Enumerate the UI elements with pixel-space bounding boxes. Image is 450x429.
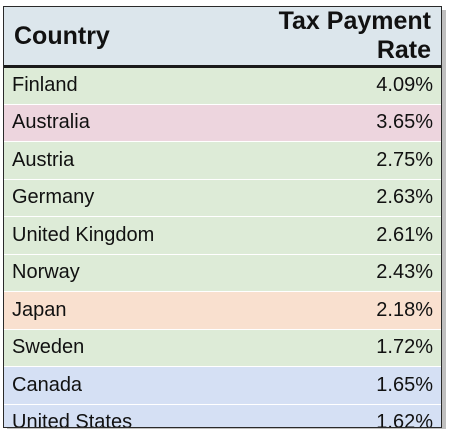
table-row: United Kingdom 2.61% <box>4 216 441 255</box>
country-cell: Austria <box>4 141 232 180</box>
country-cell: Germany <box>4 179 232 217</box>
table-row: Austria 2.75% <box>4 141 441 180</box>
country-column-header: Country <box>4 7 232 68</box>
country-cell: Canada <box>4 366 232 405</box>
country-cell: Australia <box>4 104 232 142</box>
header-row: Country Tax Payment Rate <box>4 7 441 68</box>
country-cell: Norway <box>4 254 232 292</box>
tax-rate-table: Country Tax Payment Rate Finland 4.09% Aus… <box>4 7 441 427</box>
table-row: Sweden 1.72% <box>4 329 441 367</box>
rate-table-frame: Country Tax Payment Rate Finland 4.09% Aus… <box>3 6 442 428</box>
table-row: Canada 1.65% <box>4 366 441 405</box>
rate-cell: 1.62% <box>231 404 441 427</box>
country-cell: Japan <box>4 291 232 330</box>
country-cell: Finland <box>4 66 232 105</box>
rate-cell: 3.65% <box>231 104 441 142</box>
table-row: Japan 2.18% <box>4 291 441 330</box>
table-row: Germany 2.63% <box>4 179 441 217</box>
table-body: Finland 4.09% Australia 3.65% Austria 2.75% Ge… <box>4 66 441 427</box>
table-row: Australia 3.65% <box>4 104 441 142</box>
rate-cell: 2.75% <box>231 141 441 180</box>
rate-cell: 2.43% <box>231 254 441 292</box>
table-row: Norway 2.43% <box>4 254 441 292</box>
rate-cell: 2.61% <box>231 216 441 255</box>
rate-column-header: Tax Payment Rate <box>231 7 441 68</box>
table-row: Finland 4.09% <box>4 66 441 105</box>
country-cell: United Kingdom <box>4 216 232 255</box>
rate-cell: 4.09% <box>231 66 441 105</box>
country-cell: Sweden <box>4 329 232 367</box>
rate-cell: 2.18% <box>231 291 441 330</box>
table-row: United States 1.62% <box>4 404 441 427</box>
rate-cell: 1.65% <box>231 366 441 405</box>
country-cell: United States <box>4 404 232 427</box>
rate-cell: 2.63% <box>231 179 441 217</box>
rate-cell: 1.72% <box>231 329 441 367</box>
table-header: Country Tax Payment Rate <box>4 7 441 68</box>
